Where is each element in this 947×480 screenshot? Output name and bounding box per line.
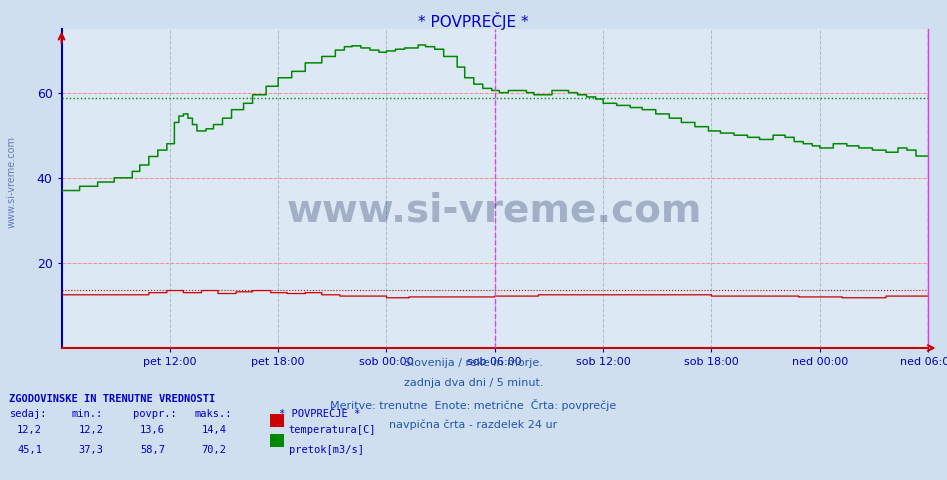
Text: pretok[m3/s]: pretok[m3/s] bbox=[289, 445, 364, 455]
Text: povpr.:: povpr.: bbox=[133, 409, 176, 420]
Text: sedaj:: sedaj: bbox=[9, 409, 47, 420]
Text: 13,6: 13,6 bbox=[140, 425, 165, 435]
Text: 12,2: 12,2 bbox=[17, 425, 42, 435]
Text: temperatura[C]: temperatura[C] bbox=[289, 425, 376, 435]
Text: 45,1: 45,1 bbox=[17, 445, 42, 455]
Text: navpična črta - razdelek 24 ur: navpična črta - razdelek 24 ur bbox=[389, 420, 558, 430]
Text: 14,4: 14,4 bbox=[202, 425, 226, 435]
Text: 70,2: 70,2 bbox=[202, 445, 226, 455]
Text: * POVPREČJE *: * POVPREČJE * bbox=[419, 12, 528, 30]
Text: 12,2: 12,2 bbox=[79, 425, 103, 435]
Text: www.si-vreme.com: www.si-vreme.com bbox=[287, 192, 703, 230]
Text: www.si-vreme.com: www.si-vreme.com bbox=[7, 136, 16, 228]
Text: * POVPREČJE *: * POVPREČJE * bbox=[279, 409, 361, 420]
Text: Slovenija / reke in morje.: Slovenija / reke in morje. bbox=[404, 358, 543, 368]
Text: 58,7: 58,7 bbox=[140, 445, 165, 455]
Text: ZGODOVINSKE IN TRENUTNE VREDNOSTI: ZGODOVINSKE IN TRENUTNE VREDNOSTI bbox=[9, 394, 216, 404]
Text: 37,3: 37,3 bbox=[79, 445, 103, 455]
Text: zadnja dva dni / 5 minut.: zadnja dva dni / 5 minut. bbox=[403, 378, 544, 388]
Text: maks.:: maks.: bbox=[194, 409, 232, 420]
Text: min.:: min.: bbox=[71, 409, 102, 420]
Text: Meritve: trenutne  Enote: metrične  Črta: povprečje: Meritve: trenutne Enote: metrične Črta: … bbox=[331, 399, 616, 411]
